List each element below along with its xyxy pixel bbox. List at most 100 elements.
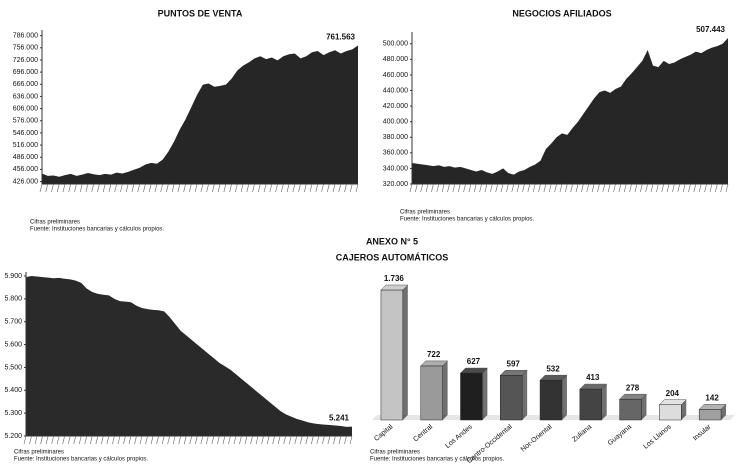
y-tick-label: 5.200 bbox=[4, 433, 22, 440]
x-tick bbox=[288, 435, 292, 445]
x-tick bbox=[255, 435, 259, 445]
bar bbox=[579, 388, 602, 421]
x-tick bbox=[650, 183, 654, 193]
x-tick bbox=[344, 435, 347, 445]
y-tick-label: 5.400 bbox=[4, 387, 22, 394]
x-tick bbox=[344, 183, 347, 193]
x-tick bbox=[172, 435, 176, 445]
x-tick bbox=[559, 183, 563, 193]
x-tick bbox=[618, 183, 622, 193]
x-tick bbox=[634, 183, 638, 193]
x-tick bbox=[640, 183, 643, 193]
x-tick bbox=[79, 183, 83, 193]
x-tick-label: Zuliana bbox=[571, 424, 593, 444]
annotation: 507.443 bbox=[696, 25, 725, 34]
bar bbox=[500, 375, 523, 421]
x-tick bbox=[677, 183, 681, 193]
x-tick bbox=[120, 183, 123, 193]
x-tick bbox=[177, 183, 181, 193]
x-tick-label: Central bbox=[412, 423, 434, 443]
section-title: CAJEROS AUTOMÁTICOS bbox=[336, 252, 449, 262]
value-label: 204 bbox=[666, 389, 680, 398]
x-tick bbox=[425, 183, 429, 193]
x-tick bbox=[131, 183, 135, 193]
x-tick bbox=[315, 183, 319, 193]
bar bbox=[539, 379, 563, 421]
x-tick bbox=[613, 183, 616, 193]
x-tick bbox=[45, 435, 49, 445]
x-tick bbox=[327, 435, 331, 445]
y-tick-label: 666.000 bbox=[13, 81, 38, 88]
x-tick bbox=[431, 183, 434, 193]
y-tick-label: 756.000 bbox=[13, 45, 38, 52]
x-tick bbox=[123, 435, 126, 445]
x-tick bbox=[447, 183, 450, 193]
x-tick bbox=[709, 183, 713, 193]
y-tick-label: 5.300 bbox=[4, 410, 22, 417]
value-label: 413 bbox=[586, 373, 600, 382]
annotation: 5.241 bbox=[329, 414, 350, 423]
x-tick bbox=[452, 183, 456, 193]
value-label: 142 bbox=[705, 393, 719, 402]
x-tick bbox=[349, 183, 353, 193]
x-tick bbox=[156, 435, 159, 445]
x-tick bbox=[725, 183, 729, 193]
x-tick bbox=[338, 183, 342, 193]
x-tick bbox=[101, 435, 104, 445]
y-tick-label: 400.000 bbox=[383, 119, 408, 126]
x-tick-label: Insular bbox=[692, 423, 713, 442]
value-label: 722 bbox=[427, 350, 441, 359]
x-tick bbox=[261, 435, 264, 445]
x-tick bbox=[178, 435, 182, 445]
x-tick bbox=[516, 183, 520, 193]
x-tick bbox=[321, 183, 324, 193]
x-tick bbox=[332, 183, 336, 193]
x-tick bbox=[591, 183, 595, 193]
y-tick-label: 500.000 bbox=[383, 41, 408, 48]
bar-side bbox=[442, 360, 448, 420]
x-tick bbox=[90, 435, 93, 445]
x-tick-label: Nor-Oriental bbox=[520, 423, 554, 453]
y-tick-label: 460.000 bbox=[383, 72, 408, 79]
x-tick bbox=[511, 183, 515, 193]
bar bbox=[659, 404, 682, 421]
x-tick bbox=[484, 183, 488, 193]
note: Cifras preliminares bbox=[30, 220, 80, 226]
bar-side bbox=[402, 285, 408, 420]
annotation: 761.563 bbox=[326, 33, 355, 42]
x-tick bbox=[527, 183, 531, 193]
y-tick-label: 480.000 bbox=[383, 56, 408, 63]
x-tick bbox=[68, 183, 72, 193]
area bbox=[26, 276, 352, 436]
x-tick bbox=[29, 435, 32, 445]
y-tick-label: 696.000 bbox=[13, 69, 38, 76]
x-tick bbox=[275, 183, 278, 193]
x-tick bbox=[189, 435, 193, 445]
bar-side bbox=[522, 370, 528, 420]
x-tick bbox=[322, 435, 325, 445]
x-tick bbox=[45, 183, 49, 193]
x-tick bbox=[575, 183, 579, 193]
x-tick bbox=[666, 183, 670, 193]
bar bbox=[380, 289, 404, 421]
x-tick bbox=[292, 183, 296, 193]
x-tick bbox=[436, 183, 440, 193]
bar bbox=[460, 372, 483, 421]
y-tick-label: 546.000 bbox=[13, 130, 38, 137]
x-tick bbox=[283, 435, 286, 445]
x-tick bbox=[309, 183, 313, 193]
x-tick bbox=[73, 435, 77, 445]
x-tick bbox=[246, 183, 250, 193]
x-tick bbox=[495, 183, 498, 193]
value-label: 532 bbox=[546, 364, 560, 373]
anexo-label: ANEXO N° 5 bbox=[366, 236, 418, 246]
x-tick bbox=[189, 183, 192, 193]
x-tick bbox=[150, 435, 154, 445]
x-tick bbox=[154, 183, 158, 193]
x-tick bbox=[128, 435, 132, 445]
x-tick bbox=[244, 435, 248, 445]
y-tick-label: 456.000 bbox=[13, 166, 38, 173]
x-tick bbox=[263, 183, 267, 193]
y-tick-label: 440.000 bbox=[383, 87, 408, 94]
